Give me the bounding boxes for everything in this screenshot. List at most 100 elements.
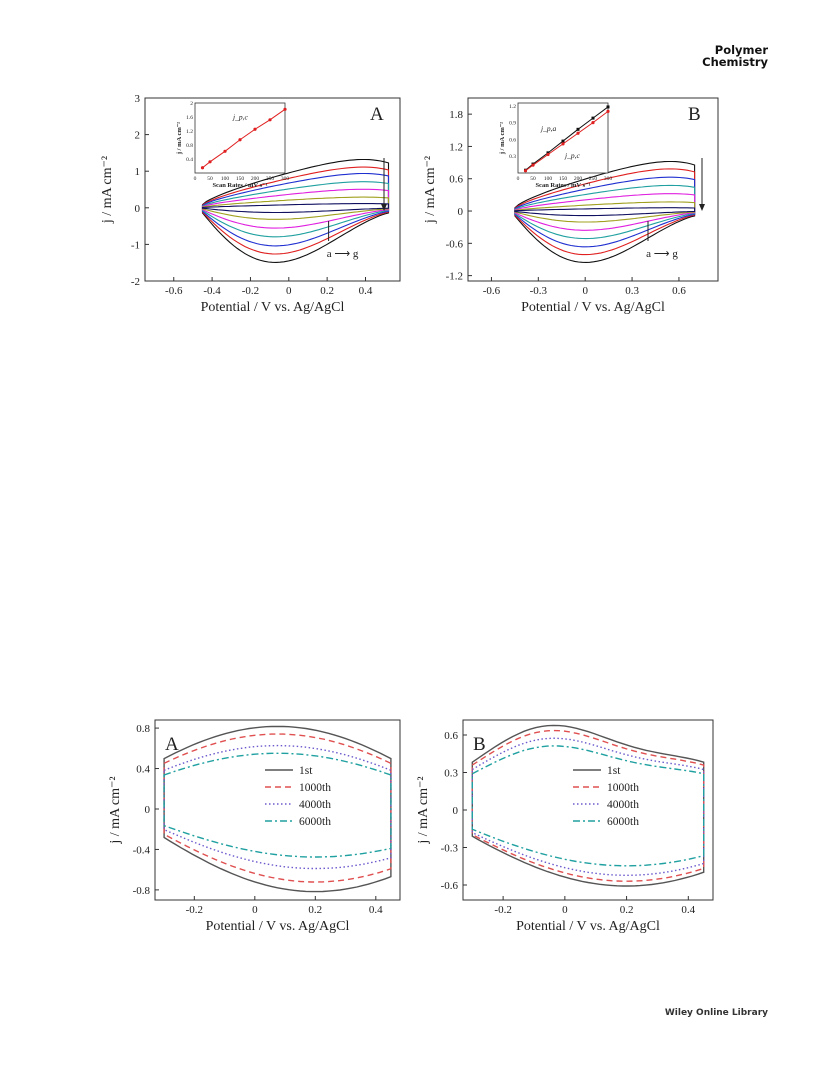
figure-top-b: -0.6 -0.3 0 0.3 0.6 -1.2 -0.6 0 0.6 1.2 1.8 B Potent… <box>423 97 719 315</box>
cv-curve <box>201 181 390 238</box>
scan-arrow-head <box>381 204 387 211</box>
inset-x-tick-label: 0 <box>517 176 520 182</box>
inset-x-tick-label: 0 <box>194 176 197 182</box>
inset-x-tick-label: 250 <box>266 176 275 182</box>
y-tick-label: 0 <box>458 206 464 218</box>
inset-x-tick-label: 250 <box>589 176 598 182</box>
inset-point <box>606 105 610 109</box>
journal-name-line2: Chemistry <box>702 55 768 69</box>
inset-point <box>523 169 528 173</box>
cv-curve <box>514 207 696 217</box>
inset-x-axis-label: Scan Rates / mV s⁻¹ <box>535 182 590 189</box>
x-tick-label: 0 <box>252 904 258 916</box>
inset-y-tick-label: 1.6 <box>186 115 193 121</box>
legend-label: 4000th <box>299 799 331 811</box>
inset-y-tick-label: 0.9 <box>509 121 516 127</box>
cv-curve <box>514 160 696 263</box>
cv-curve <box>201 166 390 255</box>
y-tick-label: 1.8 <box>449 109 463 121</box>
y-tick-label: -2 <box>131 276 140 288</box>
x-tick-label: -0.4 <box>203 285 221 297</box>
inset-point <box>268 118 272 122</box>
legend-label: 6000th <box>607 816 639 828</box>
y-tick-label: 0 <box>453 805 459 817</box>
inset-y-tick-label: 0.4 <box>186 157 193 163</box>
y-axis-label: j / mA cm⁻² <box>100 156 115 224</box>
cycle-curve <box>163 744 392 870</box>
inset-point <box>546 152 550 157</box>
legend-label: 1000th <box>299 782 331 794</box>
inset-y-axis-label: j / mA cm⁻² <box>176 122 183 155</box>
y-tick-label: -0.3 <box>441 843 459 855</box>
cycle-curve <box>163 752 392 858</box>
inset-y-axis-label: j / mA cm⁻² <box>499 122 506 155</box>
x-tick-label: 0 <box>286 285 292 297</box>
y-tick-label: -0.6 <box>441 880 459 892</box>
inset-point <box>531 163 535 167</box>
scan-series-note: a ⟶ g <box>646 248 678 260</box>
inset-y-tick-label: 1.2 <box>186 129 193 135</box>
scan-arrow-head <box>699 204 705 211</box>
x-tick-label: 0 <box>582 285 588 297</box>
journal-name: Polymer Chemistry <box>702 44 768 68</box>
y-tick-label: 1 <box>135 166 141 178</box>
x-tick-label: -0.6 <box>483 285 501 297</box>
cv-curve <box>514 201 696 223</box>
x-tick-label: 0.4 <box>369 904 383 916</box>
y-tick-label: 0.6 <box>449 174 463 186</box>
legend-label: 1st <box>607 765 621 777</box>
y-tick-label: -0.8 <box>133 885 151 897</box>
inset-y-tick-label: 0.8 <box>186 143 193 149</box>
inset-x-tick-label: 50 <box>207 176 213 182</box>
cv-curve <box>201 203 390 214</box>
x-tick-label: 0.4 <box>359 285 373 297</box>
inset-x-tick-label: 50 <box>530 176 536 182</box>
inset-y-tick-label: 2 <box>190 101 193 107</box>
inset-point <box>606 109 610 113</box>
inset-y-tick-label: 0.6 <box>509 137 516 143</box>
inset-point <box>576 127 580 131</box>
inset-x-tick-label: 300 <box>281 176 290 182</box>
panel-label: B <box>473 734 486 755</box>
x-tick-label: -0.6 <box>165 285 183 297</box>
x-tick-label: -0.3 <box>530 285 548 297</box>
y-tick-label: -0.4 <box>133 844 151 856</box>
inset-frame <box>517 102 609 174</box>
legend-label: 6000th <box>299 816 331 828</box>
cv-curve <box>201 172 390 247</box>
y-tick-label: 3 <box>135 93 141 105</box>
inset-x-tick-label: 150 <box>236 176 245 182</box>
panel-label: A <box>165 734 179 755</box>
inset-point <box>546 151 550 155</box>
inset-point <box>200 166 205 170</box>
y-tick-label: 2 <box>135 130 141 142</box>
inset-y-tick-label: 1.2 <box>509 104 516 110</box>
inset-x-tick-label: 200 <box>251 176 260 182</box>
cv-curve <box>514 168 696 256</box>
cv-curve <box>201 196 390 220</box>
cv-curve <box>514 176 696 248</box>
plot-frame <box>154 719 401 901</box>
inset-x-tick-label: 100 <box>544 176 553 182</box>
y-tick-label: 0 <box>145 804 151 816</box>
inset-point <box>238 138 242 142</box>
inset-point <box>283 107 287 111</box>
inset-point <box>223 149 227 153</box>
footer-publisher: Wiley Online Library <box>664 1008 768 1018</box>
panel-label: B <box>688 104 701 125</box>
cv-curve <box>514 193 696 231</box>
x-tick-label: 0.2 <box>620 904 634 916</box>
inset-series-label: j_p,c <box>564 151 580 160</box>
inset-x-tick-label: 100 <box>221 176 230 182</box>
cycle-curve <box>471 724 705 887</box>
panel-label: A <box>370 104 384 125</box>
figure-top-a: -0.6 -0.4 -0.2 0 0.2 0.4 -2 -1 0 1 2 3 A Potential / … <box>100 93 401 315</box>
inset-point <box>253 127 257 131</box>
y-tick-label: 0.6 <box>444 730 458 742</box>
inset-x-axis-label: Scan Rates / mV s⁻¹ <box>212 182 267 189</box>
plot-frame <box>144 97 401 282</box>
x-axis-label: Potential / V vs. Ag/AgCl <box>201 300 345 315</box>
cycle-curve <box>163 725 392 893</box>
x-axis-label: Potential / V vs. Ag/AgCl <box>206 919 350 934</box>
x-tick-label: -0.2 <box>494 904 511 916</box>
